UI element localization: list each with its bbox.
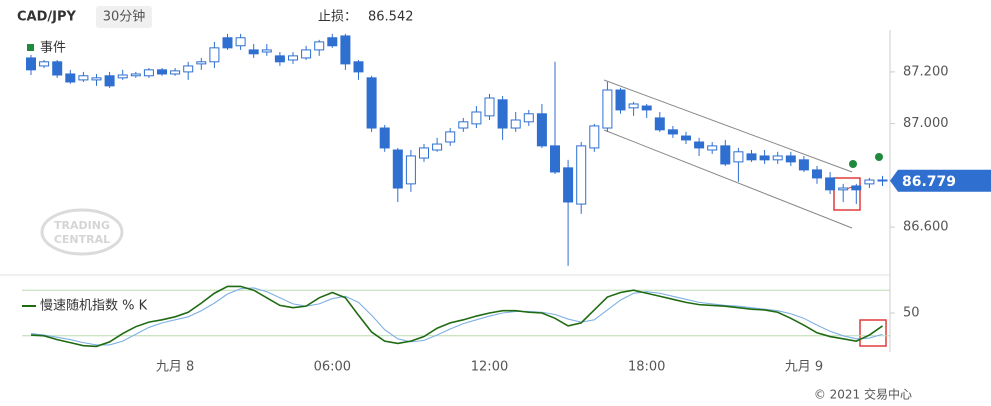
candle-body (798, 159, 809, 171)
watermark-text: TRADING (54, 219, 110, 232)
candle-body (222, 37, 233, 49)
stochastic-line (30, 285, 883, 348)
candle-body (877, 179, 888, 182)
x-tick-label: 九月 8 (156, 360, 194, 375)
candle-body (196, 61, 207, 65)
highlight-box (859, 319, 887, 347)
candle-body (759, 155, 770, 161)
candle-body (209, 47, 220, 63)
stochastic-line (30, 287, 883, 346)
candle-body (65, 73, 76, 83)
interval[interactable]: 30分钟 (103, 9, 146, 25)
candle-body (550, 145, 560, 173)
candle-body (523, 113, 534, 123)
candle-body (720, 145, 731, 165)
y-tick-label: 86.600 (903, 220, 949, 235)
candle-body (91, 77, 102, 81)
candle-body (261, 49, 272, 53)
channel-line (603, 79, 853, 173)
watermark: TRADING CENTRAL (40, 208, 124, 256)
candle-body (274, 55, 285, 63)
candle-body (641, 105, 652, 111)
candle-body (104, 75, 115, 87)
legend-marker (27, 44, 34, 51)
stop-loss: 86.542 (368, 10, 414, 25)
candle-body (405, 155, 416, 185)
candle-body (825, 177, 836, 191)
candle-body (340, 35, 351, 65)
candle-body (681, 135, 691, 141)
candle-body (432, 143, 443, 151)
candle-body (170, 70, 181, 75)
candle-body (78, 75, 89, 81)
candle-body (628, 103, 639, 109)
candle-body (707, 145, 718, 151)
candle-body (615, 89, 626, 111)
channel-line (603, 129, 853, 229)
x-tick-label: 18:00 (628, 360, 665, 375)
candle-body (117, 74, 128, 79)
candle-body (353, 61, 364, 73)
candle-body (143, 69, 154, 77)
candle-body (26, 57, 36, 71)
candle-body (39, 61, 50, 67)
candle-body (589, 125, 600, 149)
interval-badge[interactable] (96, 6, 152, 28)
candle-body (130, 73, 141, 77)
candle-body (419, 147, 429, 159)
candle-body (445, 131, 456, 143)
candle-body (746, 153, 757, 161)
candle-body (851, 185, 862, 191)
candle-body (733, 151, 744, 163)
candle-body (576, 145, 587, 205)
symbol: CAD/JPY (17, 10, 77, 25)
event-marker[interactable] (875, 153, 883, 161)
price-tag (890, 169, 991, 192)
candle-body (471, 111, 482, 125)
x-tick-label: 06:00 (314, 360, 351, 375)
candle-body (248, 49, 259, 55)
stop-loss-label: 止损： (318, 10, 357, 25)
candle-body (458, 121, 469, 129)
y-tick-label: 87.000 (903, 116, 949, 131)
candle-body (288, 55, 298, 61)
footer: © 2021 交易中心 (814, 387, 912, 402)
candle-body (52, 61, 63, 76)
watermark-text: CENTRAL (54, 233, 110, 246)
candle-body (510, 119, 521, 129)
candle-body (838, 187, 849, 191)
candle-body (694, 141, 705, 149)
y-tick-label: 50 (903, 306, 920, 321)
candle-body (327, 37, 338, 47)
candle-body (235, 37, 246, 47)
price-tag-label: 86.779 (902, 174, 956, 190)
candle-body (785, 155, 796, 163)
x-tick-label: 12:00 (471, 360, 508, 375)
candle-body (497, 99, 508, 129)
candle-body (301, 49, 312, 59)
candle-body (654, 117, 665, 131)
candle-body (484, 97, 495, 117)
candle-body (864, 179, 875, 185)
candle-body (157, 69, 167, 75)
candle-body (366, 77, 377, 129)
candle-body (183, 65, 194, 73)
y-tick-label: 87.200 (903, 64, 949, 79)
candle-body (314, 41, 325, 51)
candle-body (602, 89, 613, 129)
candle-body (563, 167, 574, 203)
legend-label: 慢速随机指数 % K (40, 298, 148, 314)
candle-body (667, 129, 678, 135)
event-marker[interactable] (849, 160, 857, 168)
candle-body (772, 155, 783, 161)
candle-body (536, 113, 547, 147)
candle-body (392, 149, 403, 189)
candle-body (812, 169, 822, 179)
highlight-box (833, 177, 861, 211)
legend-label: 事件 (40, 41, 66, 56)
x-tick-label: 九月 9 (785, 360, 823, 375)
candle-body (379, 127, 390, 149)
